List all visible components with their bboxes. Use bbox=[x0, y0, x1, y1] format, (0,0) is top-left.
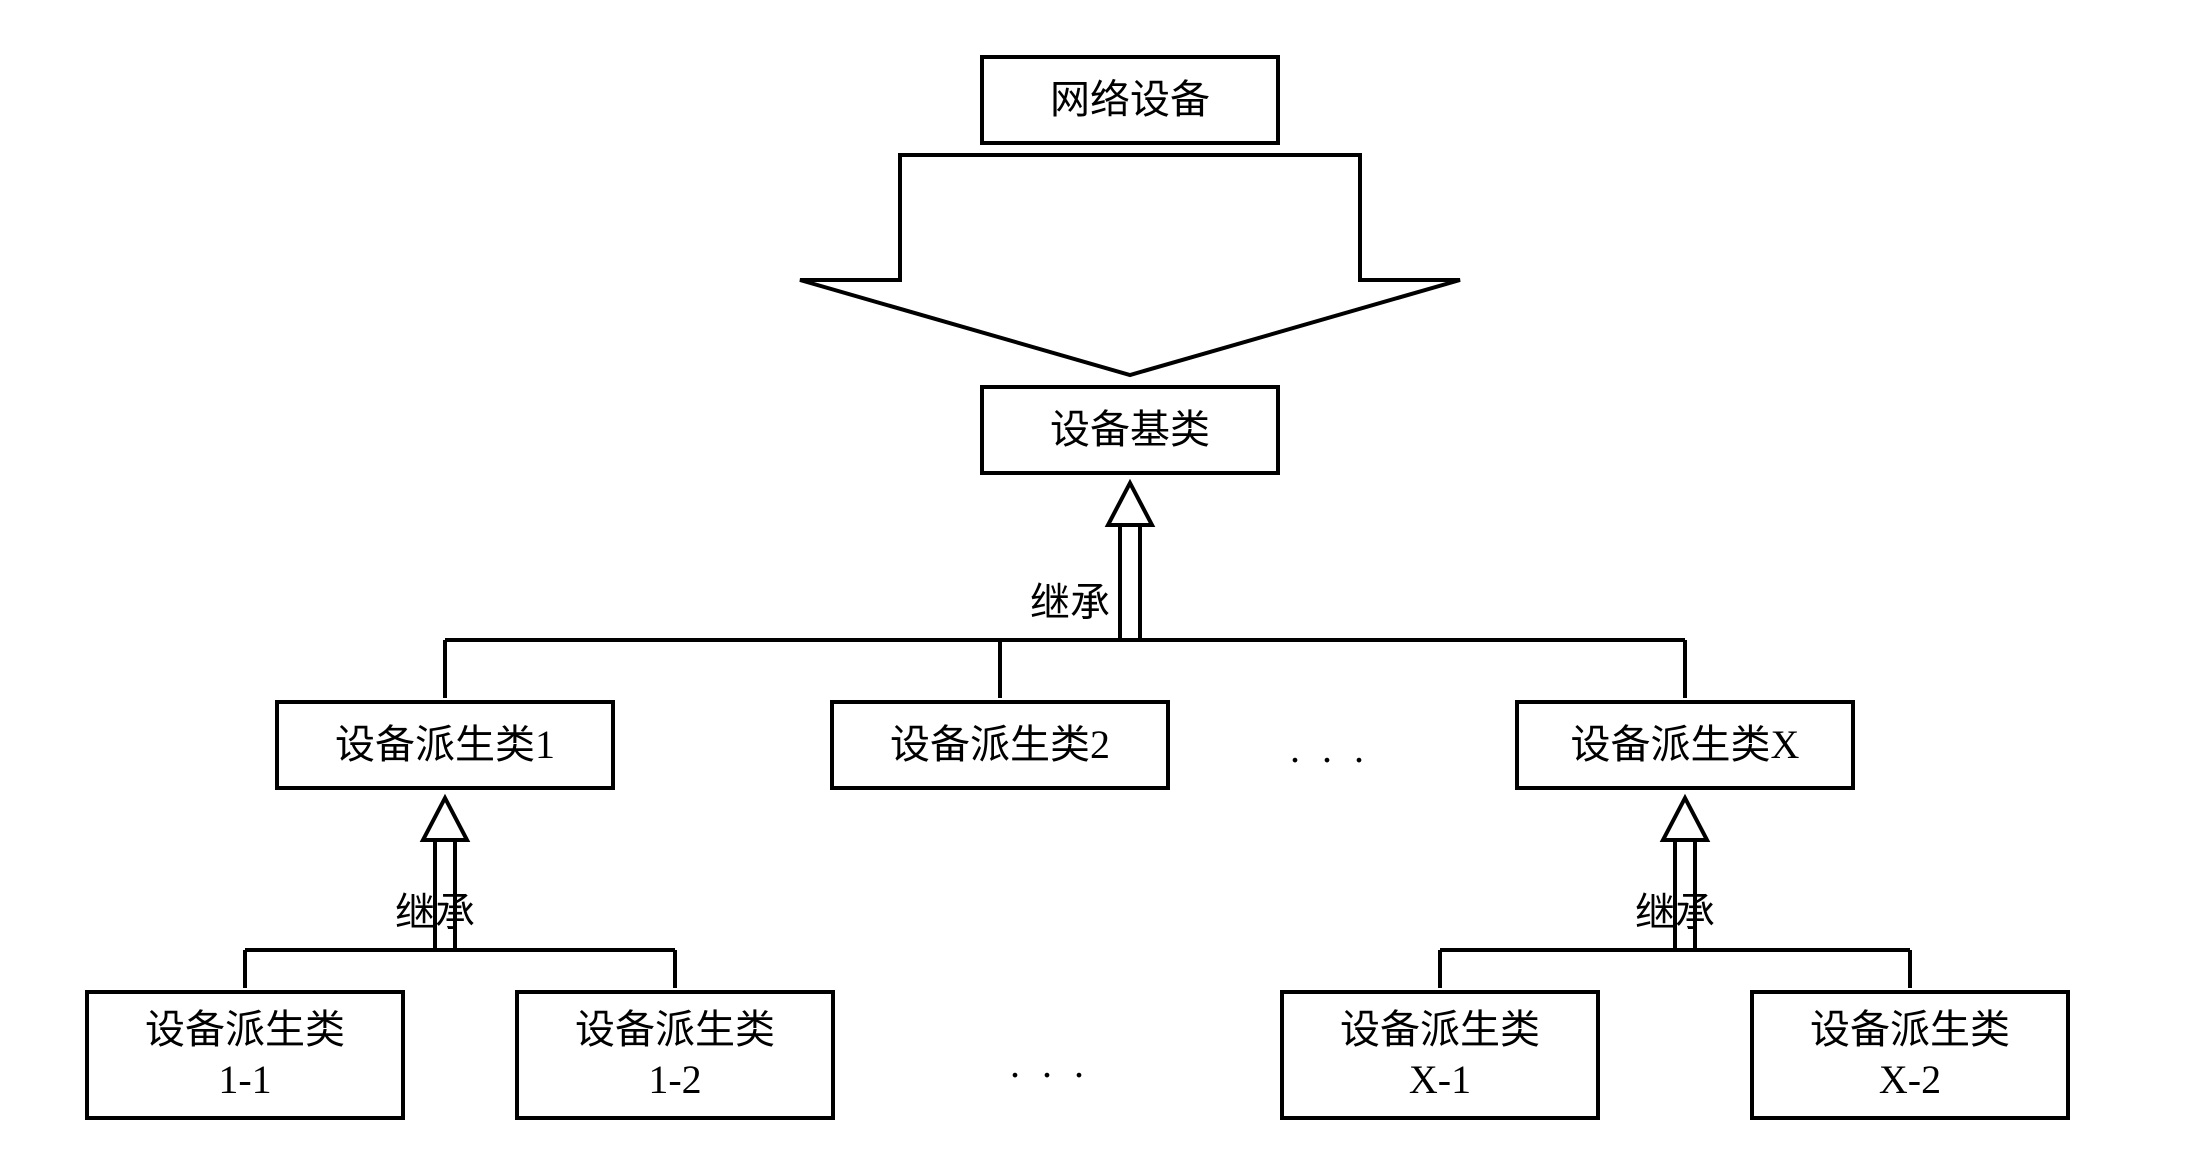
ellipsis-mid: . . . bbox=[1290, 725, 1370, 772]
node-root-label: 网络设备 bbox=[1050, 75, 1210, 125]
node-base: 设备基类 bbox=[980, 385, 1280, 475]
node-d1-label: 设备派生类1 bbox=[335, 720, 555, 770]
node-dx-1-label: 设备派生类 X-1 bbox=[1340, 1005, 1540, 1105]
label-inherit-left: 继承 bbox=[395, 880, 475, 938]
node-root: 网络设备 bbox=[980, 55, 1280, 145]
ellipsis-leaf: . . . bbox=[1010, 1040, 1090, 1087]
node-dx-1: 设备派生类 X-1 bbox=[1280, 990, 1600, 1120]
node-dx: 设备派生类X bbox=[1515, 700, 1855, 790]
label-inherit-top: 继承 bbox=[1030, 570, 1110, 628]
arrowhead-inherit-left bbox=[423, 798, 467, 840]
node-d1-1-label: 设备派生类 1-1 bbox=[145, 1005, 345, 1105]
node-d1-1: 设备派生类 1-1 bbox=[85, 990, 405, 1120]
node-dx-label: 设备派生类X bbox=[1571, 720, 1800, 770]
node-base-label: 设备基类 bbox=[1050, 405, 1210, 455]
node-d1: 设备派生类1 bbox=[275, 700, 615, 790]
node-dx-2: 设备派生类 X-2 bbox=[1750, 990, 2070, 1120]
node-d1-2: 设备派生类 1-2 bbox=[515, 990, 835, 1120]
node-d2-label: 设备派生类2 bbox=[890, 720, 1110, 770]
label-abstract: 抽象 bbox=[1085, 230, 1165, 288]
arrowhead-inherit-top bbox=[1108, 483, 1152, 525]
node-d1-2-label: 设备派生类 1-2 bbox=[575, 1005, 775, 1105]
label-inherit-right: 继承 bbox=[1635, 880, 1715, 938]
node-dx-2-label: 设备派生类 X-2 bbox=[1810, 1005, 2010, 1105]
arrowhead-inherit-right bbox=[1663, 798, 1707, 840]
node-d2: 设备派生类2 bbox=[830, 700, 1170, 790]
